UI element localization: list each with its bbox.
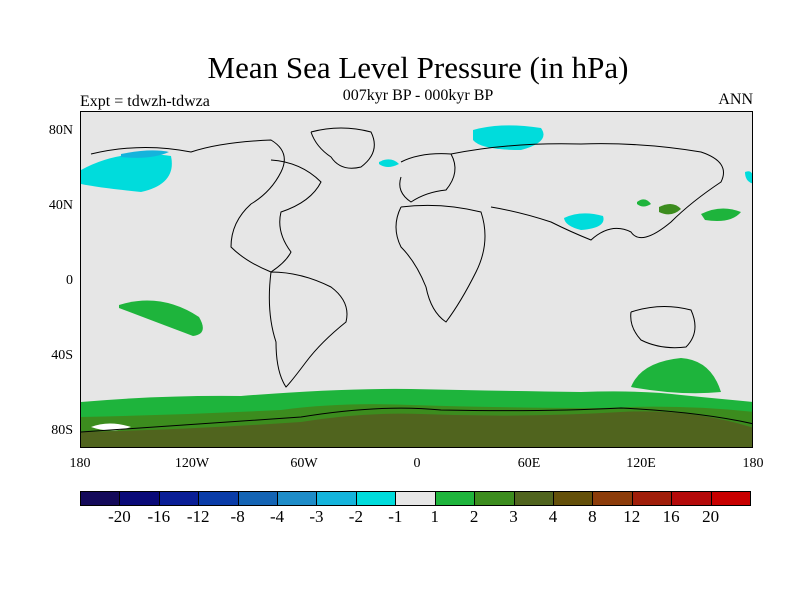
coast-africa [395,204,486,323]
coast-antarctica [81,407,752,433]
chart-title: Mean Sea Level Pressure (in hPa) [207,50,629,85]
x-tick-label: 180 [69,456,91,471]
anomaly-patch-white-south [91,423,131,431]
colorbar-label: 20 [702,507,720,526]
colorbar-swatch [513,491,554,506]
colorbar-label: 8 [588,507,597,526]
anomaly-patch-japan [659,203,681,215]
colorbar-swatch [158,491,200,506]
colorbar-swatch [198,491,239,506]
anomaly-patch-south-pacific [631,358,721,394]
colorbar-swatch [710,491,751,506]
x-tick-label: 120E [626,456,656,471]
anomaly-patch-nw-pacific [701,208,741,221]
y-tick-label: 80S [51,423,73,438]
colorbar-swatch [631,491,673,506]
colorbar-swatch [671,491,712,506]
colorbar-label: -2 [348,507,363,526]
x-tick-label: 120W [174,456,210,471]
colorbar-swatch [434,491,476,506]
colorbar-label: 16 [662,507,680,526]
y-tick-label: 40S [51,348,73,363]
colorbar-swatch [592,491,633,506]
world-map [81,112,752,447]
colorbar-swatch [237,491,279,506]
chart-subtitle: 007kyr BP - 000kyr BP [342,87,494,104]
y-tick-label: 40N [48,198,73,213]
colorbar-label: -12 [186,507,210,526]
colorbar-label: -1 [388,507,403,526]
colorbar-label: -4 [269,507,285,526]
colorbar-label: 2 [469,507,479,526]
colorbar-label: 4 [548,507,558,526]
colorbar-swatch [316,491,357,506]
anomaly-band-antarctic [81,411,752,447]
colorbar-swatch [277,491,318,506]
colorbar-label: 1 [430,507,439,526]
coast-greenland [310,127,375,169]
x-tick-label: 60E [517,456,541,471]
colorbar-label: 12 [623,507,641,526]
anomaly-patch-central-asia [564,213,604,230]
coast-australia [630,306,696,349]
colorbar-swatch [395,491,436,506]
anomaly-patch-arctic [473,125,544,150]
x-tick-label: 60W [290,456,318,471]
colorbar-label: -3 [309,507,324,526]
coast-south-america [268,271,348,388]
coast-asia [450,143,724,241]
y-tick-label: 80N [48,123,73,138]
colorbar-label: -20 [108,507,131,526]
colorbar-swatch [119,491,160,506]
x-tick-label: 0 [413,456,421,471]
map-panel [80,111,753,448]
colorbar-swatch [552,491,594,506]
anomaly-patch-pacific [119,300,203,336]
colorbar-label: -8 [230,507,245,526]
anomaly-patch-alaska-2 [121,150,169,158]
coastlines [81,127,752,433]
experiment-label: Expt = tdwzh-tdwza [80,93,210,110]
anomaly-patch-east-edge [745,171,752,184]
y-tick-label: 0 [66,273,73,288]
colorbar-swatch [474,491,515,506]
x-tick-label: 180 [742,456,764,471]
season-label: ANN [718,91,753,108]
colorbar-swatch [355,491,397,506]
colorbar-swatch [80,491,121,506]
anomaly-patch-alaska [81,153,172,192]
colorbar-label: -16 [147,507,171,526]
coast-north-america [90,139,322,273]
anomaly-patch-east-asia [637,199,651,207]
colorbar-label: 3 [509,507,518,526]
anomaly-patch-atlantic [379,159,399,167]
coast-europe [399,153,456,203]
